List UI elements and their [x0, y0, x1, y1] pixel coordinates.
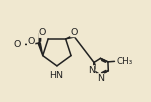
Text: O: O — [27, 37, 35, 46]
Text: HN: HN — [49, 71, 63, 80]
Polygon shape — [38, 43, 43, 56]
Polygon shape — [66, 35, 74, 39]
Text: CH₃: CH₃ — [117, 57, 133, 66]
Text: O: O — [13, 40, 21, 49]
Text: N: N — [88, 66, 95, 75]
Text: N: N — [97, 74, 104, 83]
Text: O: O — [39, 28, 46, 37]
Text: O: O — [71, 28, 78, 37]
